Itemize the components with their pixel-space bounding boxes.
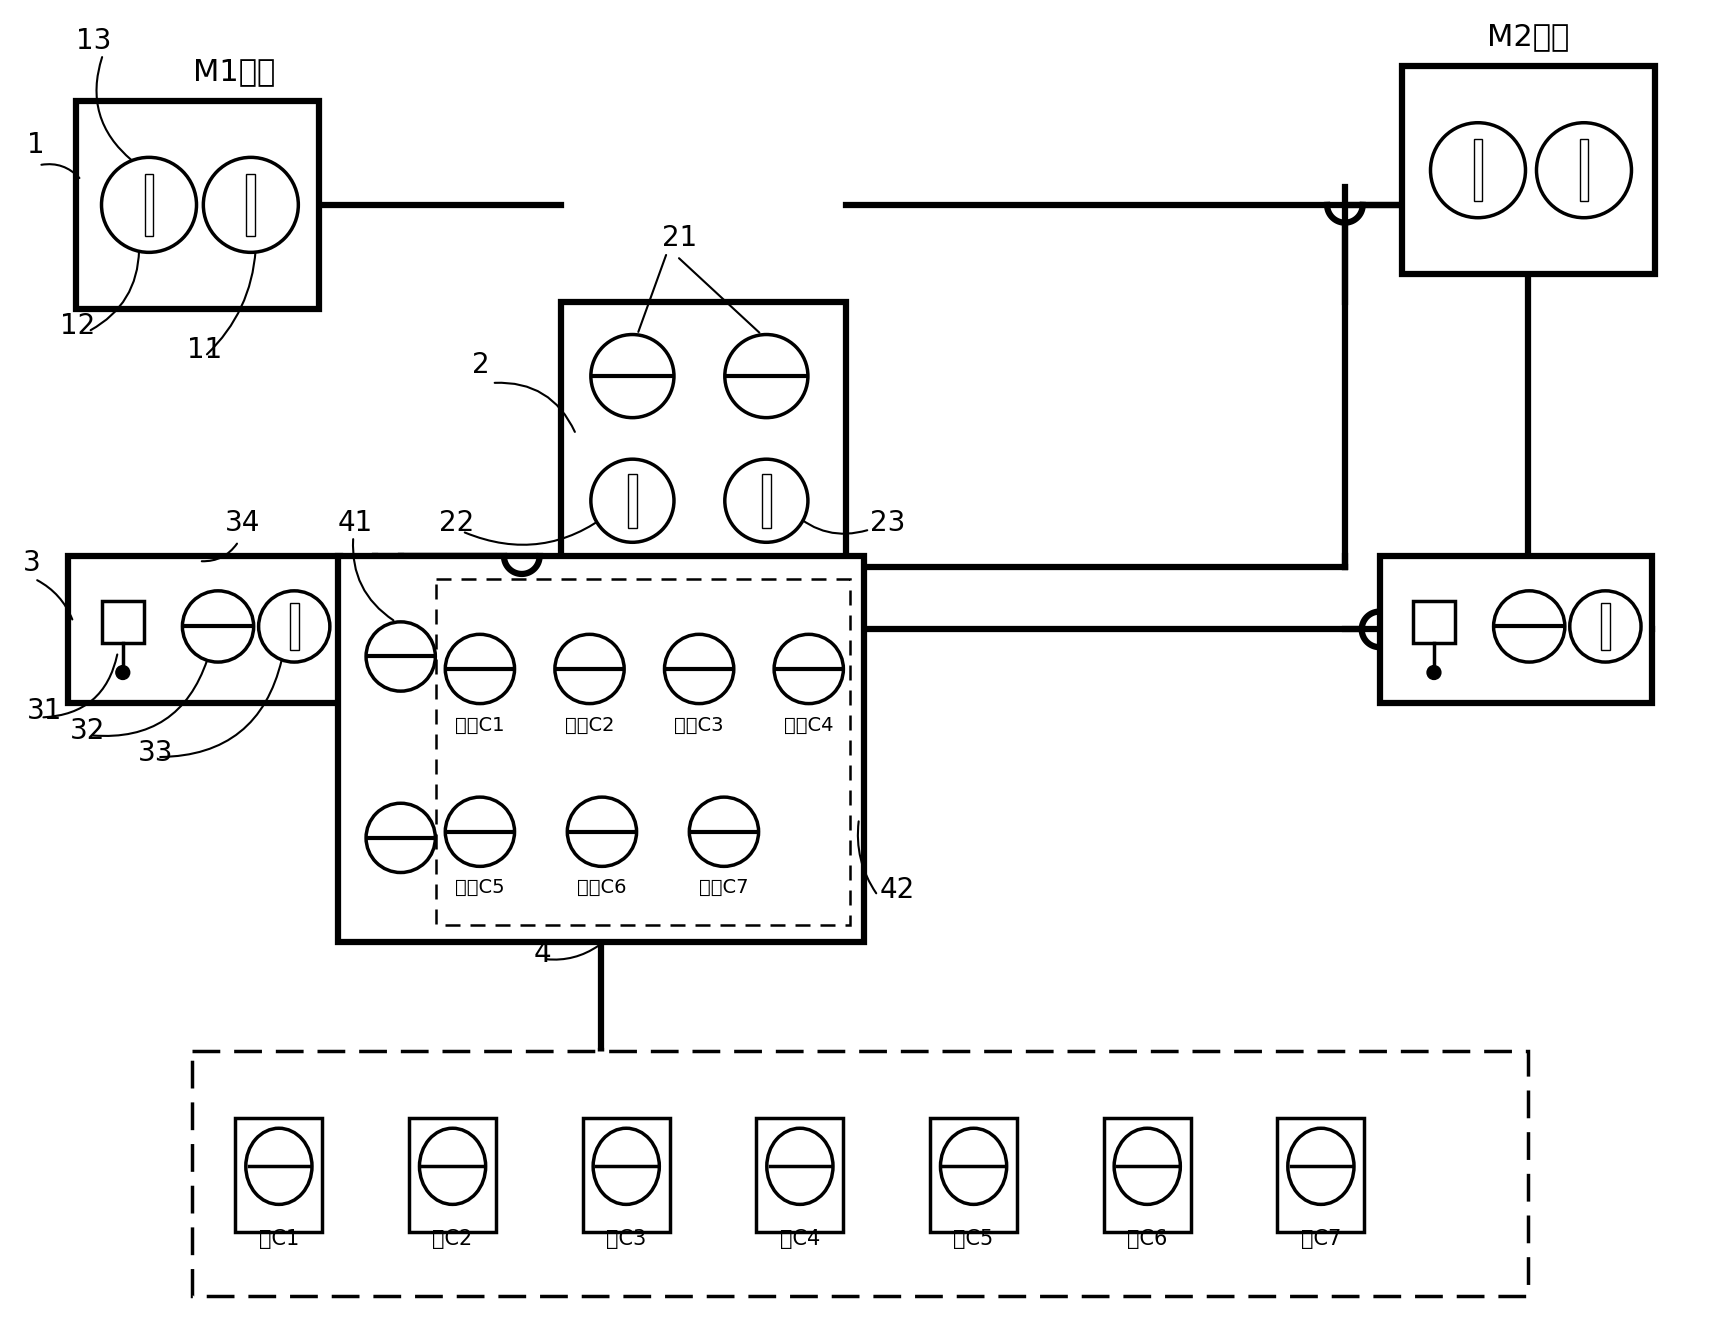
Text: 33: 33 (138, 739, 172, 767)
Text: 41: 41 (338, 510, 372, 538)
Bar (1473, 140, 1482, 201)
Bar (408, 1118, 496, 1233)
Text: 钥匙C4: 钥匙C4 (784, 716, 834, 735)
Bar (246, 174, 255, 236)
Bar (102, 602, 143, 643)
Circle shape (689, 797, 758, 866)
Ellipse shape (246, 1129, 312, 1205)
Ellipse shape (419, 1129, 486, 1205)
Circle shape (1537, 122, 1632, 218)
Text: 3: 3 (22, 548, 41, 578)
Circle shape (591, 334, 674, 418)
Circle shape (365, 803, 436, 873)
Text: 锁C1: 锁C1 (258, 1230, 300, 1250)
Circle shape (1427, 666, 1440, 679)
Ellipse shape (593, 1129, 660, 1205)
Circle shape (445, 635, 515, 704)
Bar (236, 1118, 322, 1233)
Text: 锁C2: 锁C2 (432, 1230, 472, 1250)
Text: 22: 22 (439, 510, 476, 538)
Bar (1403, 67, 1654, 274)
Text: 4: 4 (534, 940, 551, 968)
Circle shape (102, 157, 196, 253)
Text: 钥匙C6: 钥匙C6 (577, 878, 627, 897)
Text: 31: 31 (28, 697, 62, 725)
Ellipse shape (767, 1129, 832, 1205)
Text: 21: 21 (662, 225, 698, 253)
Circle shape (1570, 591, 1640, 662)
Text: 2: 2 (472, 351, 489, 379)
Bar (289, 603, 298, 650)
Ellipse shape (1115, 1129, 1180, 1205)
Text: 钥匙C7: 钥匙C7 (700, 878, 750, 897)
Text: 13: 13 (76, 27, 112, 55)
Bar (762, 474, 770, 528)
Text: M2车厢: M2车厢 (1487, 23, 1570, 52)
Text: 32: 32 (71, 717, 105, 745)
Bar (1104, 1118, 1191, 1233)
Ellipse shape (1287, 1129, 1354, 1205)
Circle shape (555, 635, 624, 704)
Circle shape (183, 591, 253, 662)
Circle shape (445, 797, 515, 866)
Bar (436, 579, 849, 925)
Text: 钥匙C1: 钥匙C1 (455, 716, 505, 735)
Bar (582, 1118, 670, 1233)
Circle shape (725, 459, 808, 542)
Text: 23: 23 (870, 510, 905, 538)
Circle shape (203, 157, 298, 253)
Text: 钥匙C2: 钥匙C2 (565, 716, 615, 735)
Text: M1车厢: M1车厢 (193, 57, 276, 87)
Text: 锁C7: 锁C7 (1301, 1230, 1340, 1250)
Text: 锁C5: 锁C5 (953, 1230, 994, 1250)
Text: 12: 12 (60, 311, 96, 339)
Bar (1580, 140, 1589, 201)
Bar (145, 174, 153, 236)
Text: 34: 34 (224, 510, 260, 538)
Text: 锁C4: 锁C4 (781, 1230, 820, 1250)
Circle shape (365, 622, 436, 691)
Circle shape (774, 635, 843, 704)
Bar (338, 556, 863, 942)
Text: 钥匙C3: 钥匙C3 (674, 716, 724, 735)
Bar (627, 474, 638, 528)
Circle shape (567, 797, 636, 866)
Bar (562, 302, 846, 567)
Bar (756, 1118, 844, 1233)
Circle shape (725, 334, 808, 418)
Text: 钥匙C5: 钥匙C5 (455, 878, 505, 897)
Text: 1: 1 (28, 132, 45, 160)
Bar (930, 1118, 1017, 1233)
Bar (1413, 602, 1454, 643)
Circle shape (591, 459, 674, 542)
Bar (1277, 1118, 1365, 1233)
Text: 11: 11 (188, 337, 222, 365)
Bar (76, 101, 319, 309)
Circle shape (115, 666, 129, 679)
Circle shape (1494, 591, 1564, 662)
Text: 锁C3: 锁C3 (606, 1230, 646, 1250)
Bar (1380, 556, 1652, 703)
Circle shape (1430, 122, 1525, 218)
Bar (1601, 603, 1609, 650)
Bar (191, 1051, 1528, 1296)
Bar (69, 556, 341, 703)
Circle shape (258, 591, 329, 662)
Ellipse shape (941, 1129, 1006, 1205)
Text: 42: 42 (880, 876, 915, 904)
Circle shape (665, 635, 734, 704)
Text: 锁C6: 锁C6 (1127, 1230, 1168, 1250)
